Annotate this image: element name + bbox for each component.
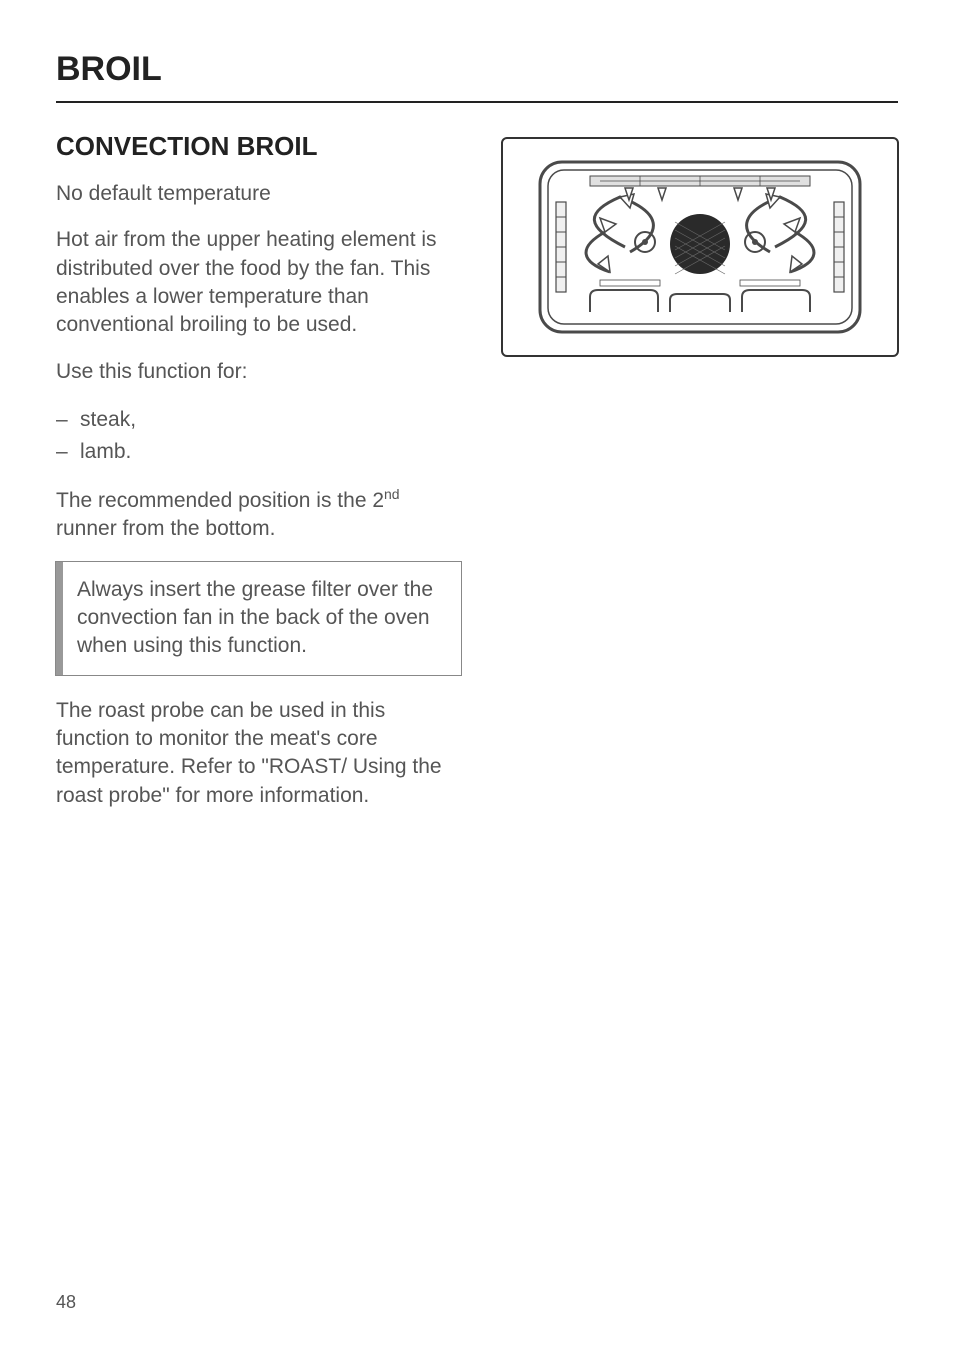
use-intro-text: Use this function for: — [56, 358, 461, 386]
list-dash-icon: – — [56, 436, 80, 468]
right-column — [501, 131, 901, 828]
use-list: – steak, – lamb. — [56, 404, 461, 467]
convection-broil-oven-diagram-icon — [530, 152, 870, 342]
fan-mesh-icon — [670, 214, 730, 274]
page-number: 48 — [56, 1292, 76, 1313]
recommendation-text: The recommended position is the 2nd runn… — [56, 485, 461, 544]
diagram-frame — [501, 137, 899, 357]
page-container: BROIL CONVECTION BROIL No default temper… — [0, 0, 954, 868]
recommendation-super: nd — [384, 486, 400, 502]
section-heading: CONVECTION BROIL — [56, 131, 461, 162]
list-item: – steak, — [56, 404, 461, 436]
list-item-label: lamb. — [80, 436, 131, 468]
description-text: Hot air from the upper heating element i… — [56, 226, 461, 339]
page-title: BROIL — [56, 50, 898, 103]
callout-box: Always insert the grease filter over the… — [56, 562, 461, 675]
list-item-label: steak, — [80, 404, 136, 436]
content-row: CONVECTION BROIL No default temperature … — [56, 131, 898, 828]
list-dash-icon: – — [56, 404, 80, 436]
subtitle-text: No default temperature — [56, 180, 461, 208]
left-column: CONVECTION BROIL No default temperature … — [56, 131, 461, 828]
recommendation-prefix: The recommended position is the 2 — [56, 489, 384, 512]
callout-text: Always insert the grease filter over the… — [77, 576, 451, 661]
probe-note-text: The roast probe can be used in this func… — [56, 697, 461, 810]
list-item: – lamb. — [56, 436, 461, 468]
recommendation-suffix: runner from the bottom. — [56, 517, 275, 540]
